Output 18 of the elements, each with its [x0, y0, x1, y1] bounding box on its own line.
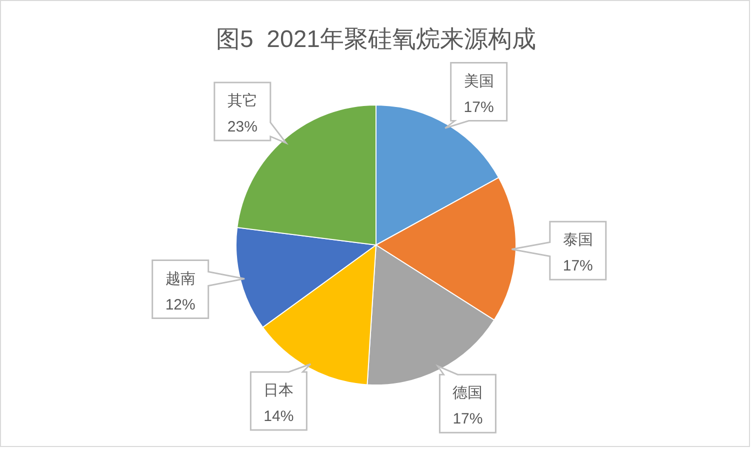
slice-label: 日本 — [264, 382, 294, 399]
data-label: 17% — [464, 98, 494, 116]
data-label: 美国 17% — [444, 62, 508, 129]
slice-label: 泰国 — [562, 232, 593, 249]
data-label: 日本 14% — [250, 363, 312, 431]
data-label: 泰国 17% — [510, 220, 607, 280]
slice-label: 美国 — [464, 72, 494, 90]
slice-label: 越南 — [165, 270, 196, 288]
title: 图5 2021年聚硅氧烷来源构成 — [216, 26, 536, 53]
data-label: 17% — [562, 258, 593, 275]
data-label: 其它 23% — [214, 82, 288, 145]
data-label: 17% — [452, 410, 483, 428]
data-label: 14% — [264, 408, 294, 425]
slice-label: 德国 — [452, 384, 483, 402]
slice-label: 其它 — [227, 92, 258, 110]
data-label: 越南 12% — [152, 260, 246, 320]
data-label: 12% — [165, 296, 196, 314]
data-label: 23% — [227, 118, 258, 136]
